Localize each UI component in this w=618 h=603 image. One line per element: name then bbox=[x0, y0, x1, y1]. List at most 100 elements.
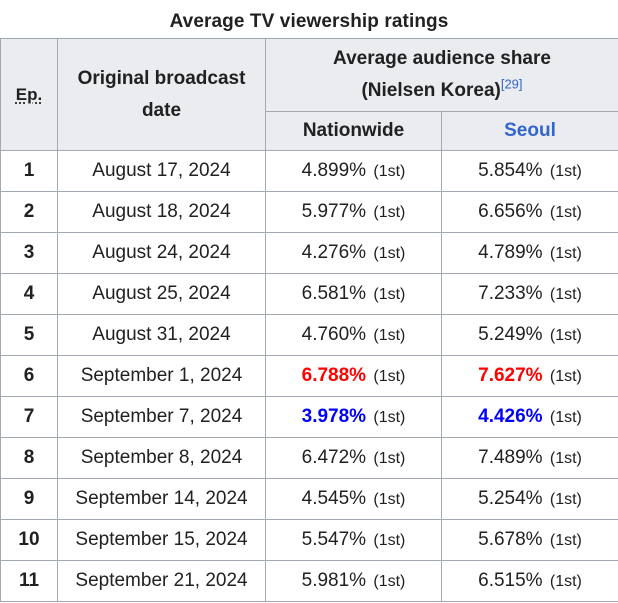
seoul-rank: (1st) bbox=[549, 286, 582, 303]
seoul-rank: (1st) bbox=[549, 409, 582, 426]
nationwide-rank: (1st) bbox=[373, 450, 406, 467]
broadcast-date: August 24, 2024 bbox=[57, 232, 266, 274]
episode-number: 6 bbox=[0, 355, 58, 397]
nationwide-rating: 6.472% bbox=[301, 447, 367, 468]
broadcast-date-header-line1: Original broadcast bbox=[77, 67, 246, 89]
broadcast-date: September 14, 2024 bbox=[57, 478, 266, 520]
broadcast-date: September 1, 2024 bbox=[57, 355, 266, 397]
seoul-rank: (1st) bbox=[549, 573, 582, 590]
seoul-rating: 6.656% bbox=[478, 201, 543, 222]
broadcast-date: September 7, 2024 bbox=[57, 396, 266, 438]
nationwide-rank: (1st) bbox=[373, 327, 406, 344]
seoul-rank: (1st) bbox=[549, 327, 582, 344]
seoul-rating: 5.254% bbox=[478, 488, 543, 509]
seoul-rating: 5.854% bbox=[478, 160, 543, 181]
seoul-rank: (1st) bbox=[549, 245, 582, 262]
episode-number: 3 bbox=[0, 232, 58, 274]
broadcast-date: August 17, 2024 bbox=[57, 150, 266, 192]
nationwide-rating: 4.276% bbox=[301, 242, 367, 263]
nationwide-rank: (1st) bbox=[373, 573, 406, 590]
episode-number: 8 bbox=[0, 437, 58, 479]
nationwide-rank: (1st) bbox=[373, 204, 406, 221]
table-row: 9 September 14, 2024 4.545% (1st) 5.254%… bbox=[0, 478, 618, 520]
episode-number: 1 bbox=[0, 150, 58, 192]
table-row: 7 September 7, 2024 3.978% (1st) 4.426% … bbox=[0, 396, 618, 438]
nationwide-rank: (1st) bbox=[373, 368, 406, 385]
broadcast-date: September 21, 2024 bbox=[57, 560, 266, 602]
seoul-cell: 7.627% (1st) bbox=[441, 355, 618, 397]
episode-number: 4 bbox=[0, 273, 58, 315]
nationwide-cell: 6.472% (1st) bbox=[265, 437, 442, 479]
nationwide-rank: (1st) bbox=[373, 286, 406, 303]
broadcast-date: August 18, 2024 bbox=[57, 191, 266, 233]
nationwide-rating: 6.581% bbox=[301, 283, 367, 304]
seoul-cell: 6.515% (1st) bbox=[441, 560, 618, 602]
episode-header[interactable]: Ep. bbox=[0, 38, 58, 151]
episode-number: 2 bbox=[0, 191, 58, 233]
seoul-rank: (1st) bbox=[549, 491, 582, 508]
seoul-rating: 7.489% bbox=[478, 447, 543, 468]
seoul-cell: 6.656% (1st) bbox=[441, 191, 618, 233]
nationwide-rating: 3.978% bbox=[301, 406, 367, 427]
broadcast-date: September 8, 2024 bbox=[57, 437, 266, 479]
table-row: 2 August 18, 2024 5.977% (1st) 6.656% (1… bbox=[0, 191, 618, 233]
nationwide-cell: 6.581% (1st) bbox=[265, 273, 442, 315]
seoul-rating: 5.678% bbox=[478, 529, 543, 550]
broadcast-date: August 25, 2024 bbox=[57, 273, 266, 315]
episode-number: 5 bbox=[0, 314, 58, 356]
table-row: 3 August 24, 2024 4.276% (1st) 4.789% (1… bbox=[0, 232, 618, 274]
seoul-link[interactable]: Seoul bbox=[504, 120, 556, 141]
broadcast-date: September 15, 2024 bbox=[57, 519, 266, 561]
nationwide-cell: 4.545% (1st) bbox=[265, 478, 442, 520]
episode-number: 11 bbox=[0, 560, 58, 602]
table-row: 8 September 8, 2024 6.472% (1st) 7.489% … bbox=[0, 437, 618, 479]
nationwide-rating: 6.788% bbox=[301, 365, 367, 386]
header-row: Ep. Original broadcast date Average audi… bbox=[0, 38, 618, 151]
table-row: 1 August 17, 2024 4.899% (1st) 5.854% (1… bbox=[0, 150, 618, 192]
seoul-rating: 7.233% bbox=[478, 283, 543, 304]
seoul-rating: 6.515% bbox=[478, 570, 543, 591]
audience-share-header-line2: (Nielsen Korea) bbox=[361, 80, 501, 101]
seoul-cell: 5.854% (1st) bbox=[441, 150, 618, 192]
seoul-rank: (1st) bbox=[549, 450, 582, 467]
seoul-cell: 4.789% (1st) bbox=[441, 232, 618, 274]
nationwide-rank: (1st) bbox=[373, 409, 406, 426]
episode-number: 10 bbox=[0, 519, 58, 561]
seoul-cell: 7.489% (1st) bbox=[441, 437, 618, 479]
seoul-rank: (1st) bbox=[549, 163, 582, 180]
ratings-table: Ep. Original broadcast date Average audi… bbox=[0, 38, 618, 602]
episode-number: 9 bbox=[0, 478, 58, 520]
audience-share-header-line1: Average audience share bbox=[333, 48, 551, 69]
seoul-cell: 5.678% (1st) bbox=[441, 519, 618, 561]
nationwide-rating: 5.981% bbox=[301, 570, 367, 591]
nationwide-rating: 4.545% bbox=[301, 488, 367, 509]
seoul-header[interactable]: Seoul bbox=[441, 111, 618, 151]
nationwide-rating: 5.977% bbox=[301, 201, 367, 222]
nationwide-cell: 5.547% (1st) bbox=[265, 519, 442, 561]
nationwide-cell: 4.760% (1st) bbox=[265, 314, 442, 356]
table-row: 11 September 21, 2024 5.981% (1st) 6.515… bbox=[0, 560, 618, 602]
nationwide-rank: (1st) bbox=[373, 532, 406, 549]
reference-link[interactable]: [29] bbox=[500, 76, 523, 92]
episode-abbr[interactable]: Ep. bbox=[15, 84, 43, 104]
nationwide-cell: 5.977% (1st) bbox=[265, 191, 442, 233]
nationwide-cell: 4.276% (1st) bbox=[265, 232, 442, 274]
seoul-rating: 5.249% bbox=[478, 324, 543, 345]
nationwide-rank: (1st) bbox=[373, 491, 406, 508]
table-row: 5 August 31, 2024 4.760% (1st) 5.249% (1… bbox=[0, 314, 618, 356]
seoul-cell: 5.254% (1st) bbox=[441, 478, 618, 520]
seoul-rank: (1st) bbox=[549, 204, 582, 221]
seoul-cell: 7.233% (1st) bbox=[441, 273, 618, 315]
seoul-rank: (1st) bbox=[549, 532, 582, 549]
nationwide-rank: (1st) bbox=[373, 245, 406, 262]
table-caption: Average TV viewership ratings bbox=[169, 11, 449, 32]
seoul-rank: (1st) bbox=[549, 368, 582, 385]
nationwide-cell: 4.899% (1st) bbox=[265, 150, 442, 192]
nationwide-rating: 5.547% bbox=[301, 529, 367, 550]
audience-share-header: Average audience share (Nielsen Korea)[2… bbox=[265, 38, 618, 112]
seoul-rating: 4.426% bbox=[478, 406, 543, 427]
ratings-body: 1 August 17, 2024 4.899% (1st) 5.854% (1… bbox=[0, 150, 618, 602]
table-row: 4 August 25, 2024 6.581% (1st) 7.233% (1… bbox=[0, 273, 618, 315]
episode-number: 7 bbox=[0, 396, 58, 438]
table-row: 10 September 15, 2024 5.547% (1st) 5.678… bbox=[0, 519, 618, 561]
